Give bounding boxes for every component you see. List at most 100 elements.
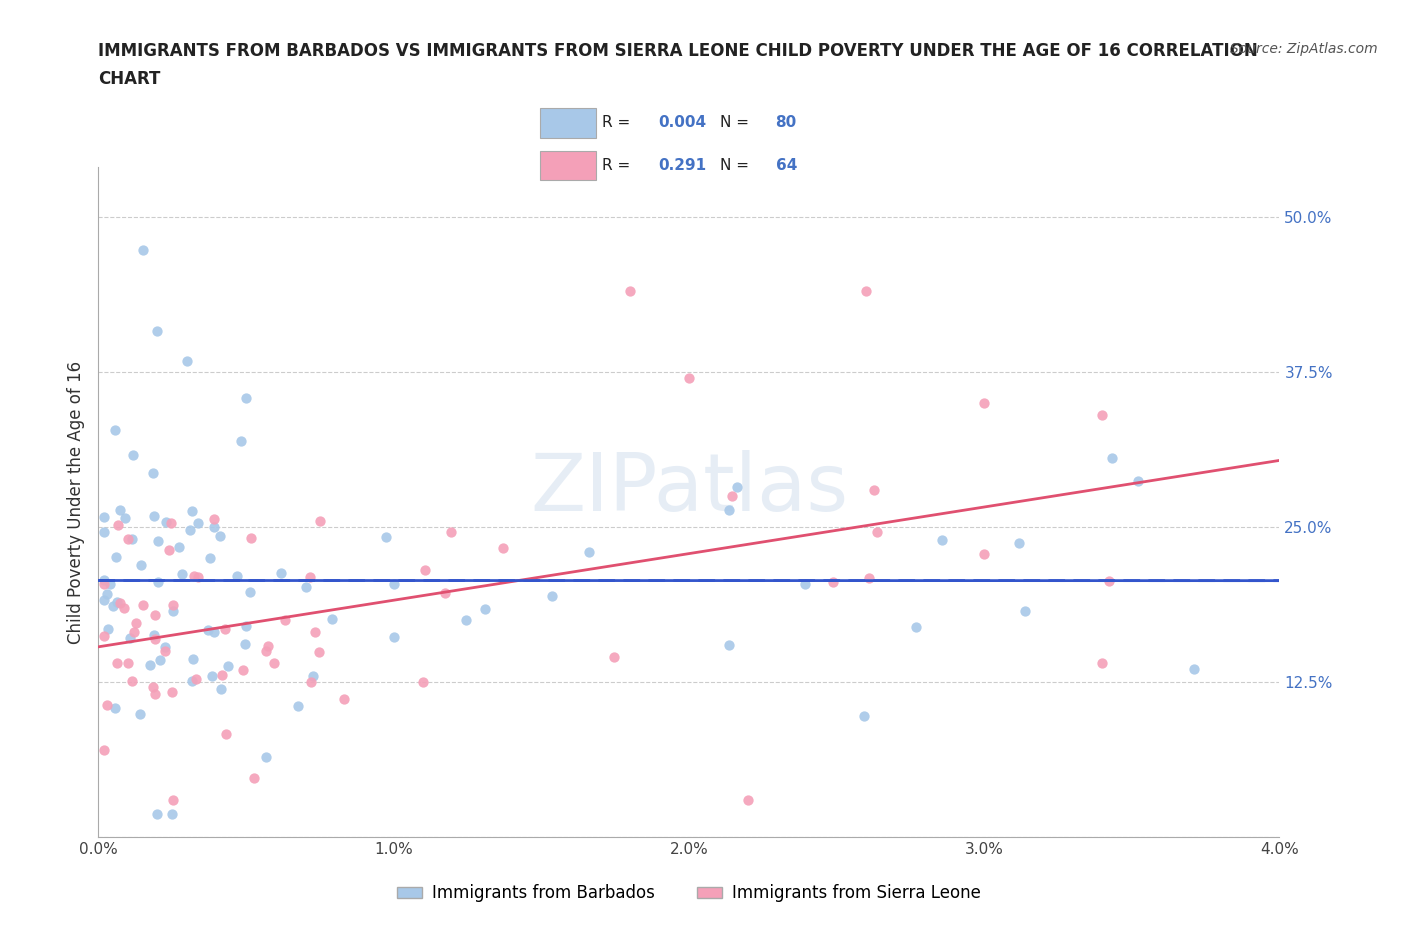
Point (1014, 604, 1036, 618)
Point (110, 502, 132, 517)
Point (274, 612, 297, 627)
Point (104, 550, 127, 565)
Point (162, 598, 184, 613)
Point (181, 652, 204, 667)
Point (257, 638, 280, 653)
Point (217, 658, 239, 673)
Point (243, 771, 266, 786)
Point (1091, 656, 1114, 671)
Point (146, 323, 169, 338)
Point (112, 601, 135, 616)
Point (540, 589, 562, 604)
Point (104, 422, 127, 437)
Point (855, 284, 877, 299)
Point (287, 698, 309, 713)
Point (238, 585, 260, 600)
Point (181, 503, 204, 518)
Point (107, 518, 129, 533)
Point (619, 284, 641, 299)
Point (209, 682, 232, 697)
Point (717, 638, 740, 653)
Point (211, 668, 233, 683)
Point (1091, 408, 1114, 423)
Point (97, 621, 120, 636)
Point (146, 806, 169, 821)
Point (852, 709, 875, 724)
Point (143, 631, 166, 646)
Point (235, 618, 257, 633)
Point (214, 621, 236, 636)
Point (1182, 662, 1205, 677)
Point (143, 628, 166, 643)
Point (375, 529, 398, 544)
Point (240, 530, 263, 545)
Point (235, 636, 257, 651)
Point (454, 613, 477, 628)
Point (231, 433, 253, 448)
Point (155, 644, 177, 658)
Point (104, 701, 127, 716)
Text: 80: 80 (776, 115, 797, 130)
Point (121, 532, 143, 547)
Point (96, 587, 118, 602)
Point (181, 673, 204, 688)
Point (1098, 574, 1121, 589)
Point (821, 575, 844, 590)
Point (1101, 450, 1123, 465)
Point (931, 533, 953, 548)
Point (160, 684, 183, 699)
Point (162, 793, 184, 808)
Point (298, 569, 321, 584)
Point (299, 674, 322, 689)
Point (107, 656, 129, 671)
Point (96, 698, 118, 712)
Point (108, 596, 131, 611)
Point (202, 512, 225, 526)
Point (118, 631, 141, 645)
Point (413, 563, 436, 578)
Point (433, 585, 456, 600)
Point (105, 594, 128, 609)
Point (263, 656, 285, 671)
Point (737, 792, 759, 807)
Point (132, 243, 155, 258)
Point (143, 686, 166, 701)
Point (725, 479, 748, 494)
Point (142, 466, 165, 481)
Point (858, 570, 880, 585)
Text: N =: N = (720, 115, 754, 130)
Point (143, 509, 166, 524)
Point (122, 448, 145, 463)
Point (491, 541, 513, 556)
Point (721, 488, 744, 503)
Point (905, 619, 928, 634)
Point (202, 520, 225, 535)
Point (129, 707, 152, 722)
Text: ZIPatlas: ZIPatlas (530, 450, 848, 528)
Text: R =: R = (602, 115, 636, 130)
Point (215, 726, 238, 741)
Point (1126, 473, 1149, 488)
Point (717, 503, 740, 518)
Point (226, 568, 249, 583)
Point (101, 598, 124, 613)
Point (184, 671, 207, 686)
Point (197, 622, 219, 637)
Point (162, 806, 183, 821)
Point (440, 525, 463, 540)
Point (149, 653, 172, 668)
Point (309, 514, 332, 529)
Text: CHART: CHART (98, 70, 160, 87)
Point (270, 565, 292, 580)
Text: IMMIGRANTS FROM BARBADOS VS IMMIGRANTS FROM SIERRA LEONE CHILD POVERTY UNDER THE: IMMIGRANTS FROM BARBADOS VS IMMIGRANTS F… (98, 42, 1258, 60)
Text: Source: ZipAtlas.com: Source: ZipAtlas.com (1230, 42, 1378, 56)
Point (254, 750, 277, 764)
Point (167, 539, 190, 554)
Point (176, 353, 198, 368)
Text: 64: 64 (776, 158, 797, 173)
Point (973, 547, 995, 562)
Point (121, 673, 143, 688)
Point (304, 624, 326, 639)
Point (124, 625, 146, 640)
Point (98, 576, 121, 591)
